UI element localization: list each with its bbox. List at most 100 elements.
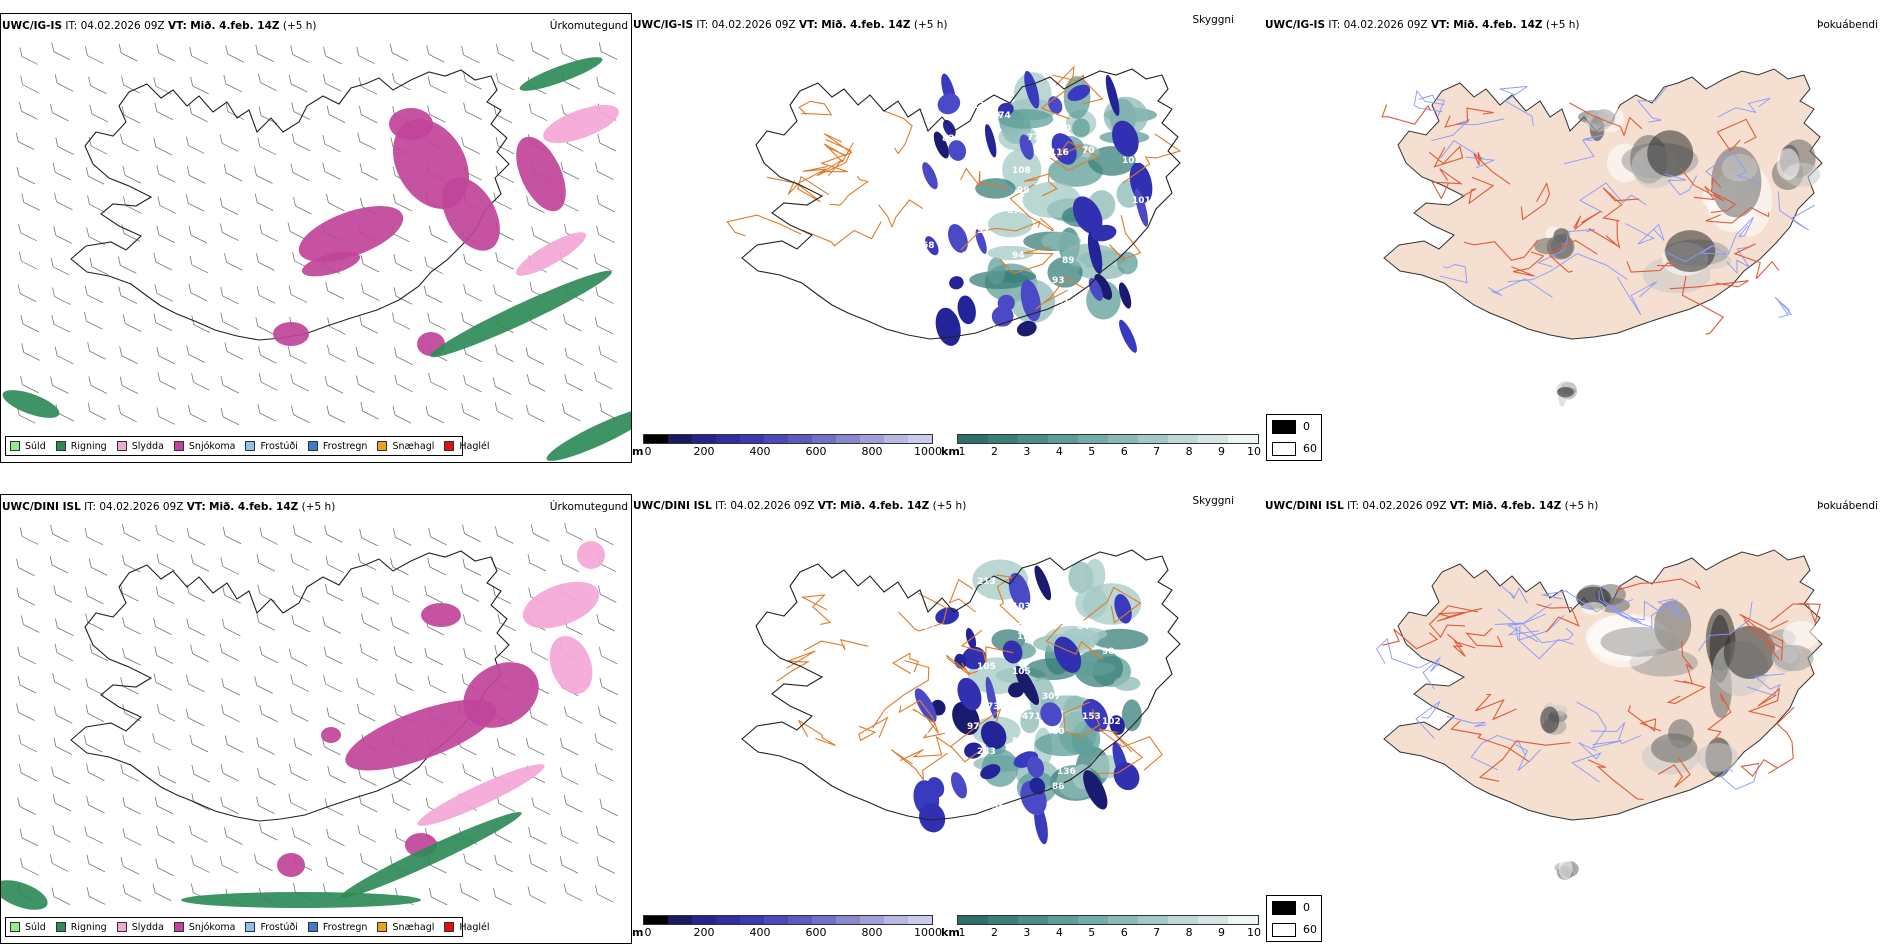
colorbar-tick: 1 — [958, 926, 966, 939]
colorbar-tick: 1000 — [914, 445, 942, 458]
colorbar-tick: 600 — [805, 445, 827, 458]
legend-item-snæhagl: Snæhagl — [377, 441, 434, 452]
visibility-value-label: 307 — [1042, 692, 1061, 702]
legend-swatch — [55, 441, 66, 451]
legend-item-rigning: Rigning — [55, 922, 107, 933]
legend-swatch — [307, 441, 318, 451]
visibility-km-unit: km — [941, 445, 960, 458]
visibility-value-label: 10 — [922, 361, 935, 371]
colorbar-tick: 400 — [749, 926, 771, 939]
colorbar-tick: 8 — [1185, 445, 1193, 458]
legend-item-frostúði: Frostúði — [245, 921, 298, 933]
legend-label: Frostúði — [260, 440, 298, 452]
fog-panel-row1: UWC/IG-IS IT: 04.02.2026 09Z VT: Mið. 4.… — [1264, 13, 1896, 463]
colorbar-tick: 400 — [749, 445, 771, 458]
visibility-value-label: 108 — [1012, 166, 1031, 176]
legend-item-snæhagl: Snæhagl — [377, 922, 434, 933]
panel-title: Þokuábendi — [1817, 500, 1878, 512]
iceland-land — [1383, 68, 1823, 340]
visibility-value-label: 84 — [1077, 622, 1090, 632]
fog-legend: 0 60 — [1266, 895, 1322, 942]
fog-legend-swatch-60 — [1272, 923, 1296, 937]
colorbar-tick: 0 — [644, 445, 652, 458]
fog-legend-swatch-0 — [1272, 901, 1296, 915]
visibility-value-label: 95 — [1112, 692, 1125, 702]
legend-label: Rigning — [70, 440, 107, 452]
colorbar-tick: 7 — [1153, 926, 1161, 939]
legend-label: Súld — [25, 440, 46, 452]
visibility-km-colorbar — [957, 434, 1259, 444]
visibility-value-label: 225 — [972, 101, 991, 111]
visibility-value-label: 233 — [977, 747, 996, 757]
visibility-value-label: 105 — [977, 662, 996, 672]
colorbar-tick: 7 — [1153, 445, 1161, 458]
colorbar-tick: 200 — [693, 445, 715, 458]
visibility-value-label: 62 — [917, 727, 930, 737]
legend-swatch — [10, 922, 20, 932]
iceland-outline — [741, 68, 1181, 340]
fog-legend-swatch-0 — [1272, 420, 1296, 434]
visibility-value-label: 85 — [922, 146, 935, 156]
colorbar-tick: 9 — [1218, 926, 1226, 939]
legend-item-rigning: Rigning — [55, 440, 107, 452]
legend-swatch — [307, 922, 318, 932]
legend-item-slydda: Slydda — [116, 922, 164, 933]
visibility-value-label: 103 — [1122, 156, 1141, 166]
colorbar-tick: 4 — [1055, 445, 1063, 458]
colorbar-tick: 5 — [1088, 926, 1096, 939]
visibility-value-label: 92 — [977, 226, 990, 236]
colorbar-tick: 800 — [861, 926, 883, 939]
panel-header: UWC/DINI ISL IT: 04.02.2026 09Z VT: Mið.… — [633, 500, 967, 512]
panel-header: UWC/IG-IS IT: 04.02.2026 09Z VT: Mið. 4.… — [633, 19, 948, 31]
visibility-value-label: 59 — [1012, 737, 1025, 747]
visibility-value-label: 90 — [1102, 647, 1115, 657]
fog-panel-row2: UWC/DINI ISL IT: 04.02.2026 09Z VT: Mið.… — [1264, 494, 1896, 944]
visibility-m-unit: m — [632, 926, 644, 939]
visibility-value-label: 63 — [922, 622, 935, 632]
visibility-value-label: 474 — [992, 111, 1011, 121]
visibility-value-label: 110 — [1052, 124, 1071, 134]
legend-item-súld: Súld — [10, 441, 46, 452]
visibility-value-label: 93 — [1052, 276, 1065, 286]
colorbar-tick: 0 — [644, 926, 652, 939]
legend-label: Frostregn — [322, 921, 368, 933]
fog-legend-swatch-60 — [1272, 442, 1296, 456]
panel-header: UWC/IG-IS IT: 04.02.2026 09Z VT: Mið. 4.… — [1265, 19, 1580, 31]
legend-item-snjókoma: Snjókoma — [173, 921, 236, 933]
legend-label: Haglél — [459, 440, 490, 452]
colorbar-tick: 9 — [1218, 445, 1226, 458]
legend-swatch — [116, 441, 127, 451]
legend-label: Snjókoma — [188, 921, 236, 933]
legend-swatch — [55, 922, 66, 932]
legend-item-haglél: Haglél — [444, 440, 490, 452]
panel-header: UWC/DINI ISL IT: 04.02.2026 09Z VT: Mið.… — [1265, 500, 1599, 512]
legend-swatch — [173, 441, 184, 451]
visibility-value-label: 121 — [1017, 632, 1036, 642]
legend-label: Slydda — [131, 440, 164, 452]
legend-swatch — [173, 922, 184, 932]
visibility-value-label: 87 — [1007, 206, 1020, 216]
visibility-value-label: 102 — [1102, 717, 1121, 727]
iceland-outline — [70, 550, 510, 822]
colorbar-tick: 8 — [1185, 926, 1193, 939]
precip-type-legend: Súld Rigning Slydda Snjókoma Frostúði Frostre… — [5, 917, 490, 937]
visibility-value-label: 116 — [1050, 148, 1069, 158]
colorbar-tick: 6 — [1120, 926, 1128, 939]
legend-swatch — [444, 441, 455, 451]
visibility-value-label: 44 — [932, 376, 945, 386]
colorbar-tick: 1000 — [914, 926, 942, 939]
legend-item-haglél: Haglél — [444, 922, 490, 933]
legend-item-frostregn: Frostregn — [307, 441, 367, 452]
visibility-value-label: 77 — [1027, 133, 1040, 143]
legend-label: Frostúði — [260, 921, 298, 933]
fog-map — [1381, 68, 1823, 407]
precip-type-panel-row1: UWC/IG-IS IT: 04.02.2026 09Z VT: Mið. 4.… — [0, 13, 632, 463]
panel-title: Þokuábendi — [1817, 19, 1878, 31]
visibility-value-label: 55 — [992, 802, 1005, 812]
legend-item-snjókoma: Snjókoma — [173, 441, 235, 452]
colorbar-tick: 200 — [693, 926, 715, 939]
legend-item-súld: Súld — [10, 922, 46, 933]
panel-header: UWC/IG-IS IT: 04.02.2026 09Z VT: Mið. 4.… — [2, 20, 317, 32]
visibility-value-label: 94 — [1012, 251, 1025, 261]
